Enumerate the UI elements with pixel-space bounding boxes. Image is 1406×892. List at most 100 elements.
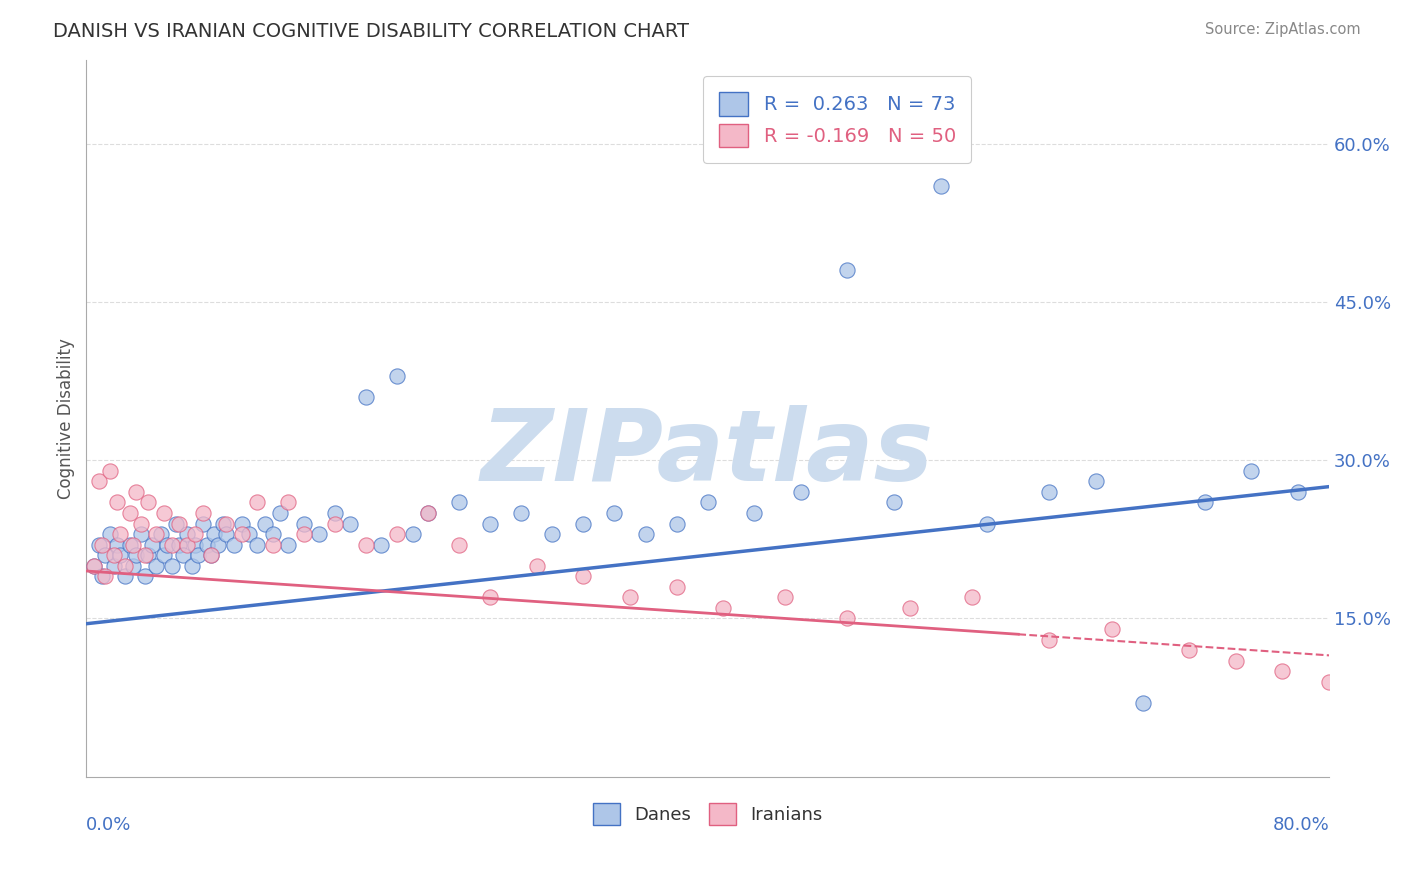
Point [90, 569, 112, 583]
Point [138, 495, 160, 509]
Point [269, 506, 291, 520]
Point [960, 591, 983, 605]
Point [114, 569, 136, 583]
Point [711, 601, 734, 615]
Text: 80.0%: 80.0% [1272, 816, 1329, 834]
Point [94, 569, 117, 583]
Text: ZIPatlas: ZIPatlas [481, 406, 934, 502]
Point [184, 538, 207, 552]
Point [184, 527, 207, 541]
Point [1038, 484, 1060, 499]
Point [238, 527, 260, 541]
Point [526, 558, 548, 573]
Point [94, 548, 117, 562]
Point [1085, 475, 1108, 489]
Text: 0.0%: 0.0% [86, 816, 132, 834]
Point [212, 516, 235, 531]
Point [169, 516, 191, 531]
Point [83, 558, 105, 573]
Point [1317, 674, 1340, 689]
Point [169, 538, 191, 552]
Text: Source: ZipAtlas.com: Source: ZipAtlas.com [1205, 22, 1361, 37]
Point [837, 263, 859, 277]
Point [110, 548, 132, 562]
Point [197, 538, 219, 552]
Point [176, 527, 198, 541]
Point [385, 368, 408, 383]
Point [118, 506, 141, 520]
Point [231, 516, 253, 531]
Point [141, 538, 163, 552]
Point [98, 464, 121, 478]
Point [449, 538, 471, 552]
Point [125, 484, 148, 499]
Point [1240, 464, 1263, 478]
Point [156, 538, 179, 552]
Point [191, 506, 214, 520]
Point [323, 516, 346, 531]
Point [122, 538, 145, 552]
Point [253, 516, 276, 531]
Point [1286, 484, 1309, 499]
Point [134, 569, 156, 583]
Y-axis label: Cognitive Disability: Cognitive Disability [58, 338, 75, 499]
Point [145, 527, 167, 541]
Point [665, 516, 688, 531]
Point [572, 516, 595, 531]
Point [172, 548, 194, 562]
Point [122, 558, 145, 573]
Point [510, 506, 533, 520]
Point [105, 495, 128, 509]
Point [165, 516, 187, 531]
Point [215, 516, 238, 531]
Point [898, 601, 921, 615]
Point [1178, 643, 1201, 657]
Point [181, 558, 204, 573]
Text: DANISH VS IRANIAN COGNITIVE DISABILITY CORRELATION CHART: DANISH VS IRANIAN COGNITIVE DISABILITY C… [53, 22, 689, 41]
Point [1038, 632, 1060, 647]
Point [246, 495, 269, 509]
Point [449, 495, 471, 509]
Point [385, 527, 408, 541]
Point [200, 548, 222, 562]
Legend: Danes, Iranians: Danes, Iranians [585, 796, 830, 832]
Point [479, 516, 502, 531]
Point [277, 538, 299, 552]
Point [929, 179, 952, 194]
Point [619, 591, 641, 605]
Point [87, 538, 110, 552]
Point [191, 516, 214, 531]
Point [110, 527, 132, 541]
Point [176, 538, 198, 552]
Point [1225, 654, 1247, 668]
Point [370, 538, 392, 552]
Point [976, 516, 998, 531]
Point [222, 538, 245, 552]
Point [138, 548, 160, 562]
Point [83, 558, 105, 573]
Point [1101, 622, 1123, 636]
Point [883, 495, 905, 509]
Point [129, 516, 152, 531]
Point [103, 548, 125, 562]
Point [105, 538, 128, 552]
Point [231, 527, 253, 541]
Point [634, 527, 657, 541]
Point [145, 558, 167, 573]
Point [277, 495, 299, 509]
Point [153, 506, 176, 520]
Point [603, 506, 626, 520]
Point [479, 591, 502, 605]
Point [1132, 696, 1154, 710]
Point [246, 538, 269, 552]
Point [572, 569, 595, 583]
Point [416, 506, 439, 520]
Point [292, 527, 315, 541]
Point [354, 390, 377, 404]
Point [775, 591, 797, 605]
Point [308, 527, 330, 541]
Point [90, 538, 112, 552]
Point [837, 611, 859, 625]
Point [134, 548, 156, 562]
Point [696, 495, 718, 509]
